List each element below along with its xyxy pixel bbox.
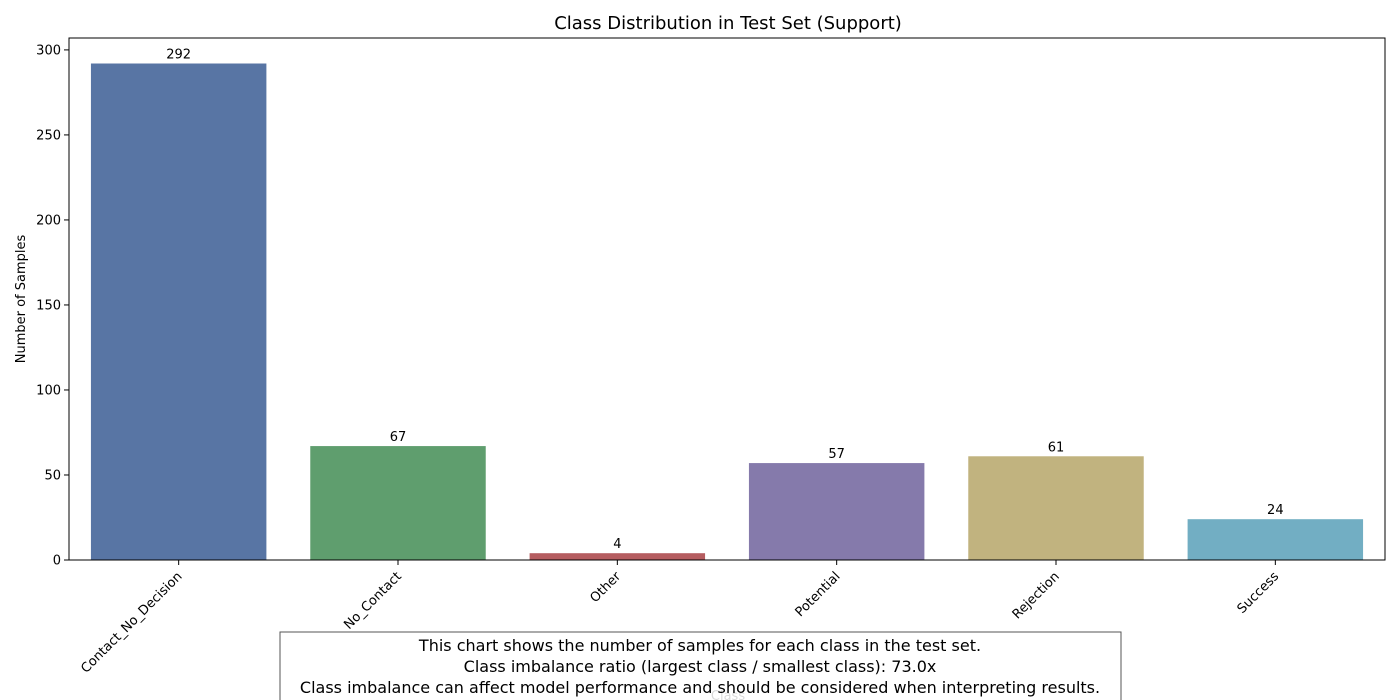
y-tick-label: 200 (36, 213, 61, 228)
bar (310, 446, 486, 560)
axes-frame (68, 37, 1386, 561)
y-tick-label: 300 (36, 43, 61, 58)
annotation-text: Class imbalance can affect model perform… (300, 678, 1100, 697)
y-tick-label: 100 (36, 383, 61, 398)
value-label: 24 (1267, 503, 1284, 518)
value-label: 4 (613, 537, 621, 552)
bar (529, 553, 706, 560)
value-label: 67 (390, 430, 407, 445)
annotation-text: This chart shows the number of samples f… (418, 636, 981, 655)
annotation-box (279, 631, 1122, 700)
value-label: 292 (166, 48, 191, 63)
bar (90, 63, 267, 561)
annotation-text: Class imbalance ratio (largest class / s… (464, 657, 937, 676)
y-tick-label: 0 (53, 554, 61, 569)
y-tick-label: 150 (36, 298, 61, 313)
bar (748, 463, 925, 560)
chart-title: Class Distribution in Test Set (Support) (554, 13, 902, 34)
y-axis-label: Number of Samples (14, 235, 29, 364)
y-tick-label: 250 (36, 128, 61, 143)
bar (1187, 519, 1364, 560)
value-label: 61 (1048, 440, 1065, 455)
y-tick-label: 50 (44, 468, 61, 483)
bar (968, 456, 1144, 560)
value-label: 57 (828, 447, 845, 462)
